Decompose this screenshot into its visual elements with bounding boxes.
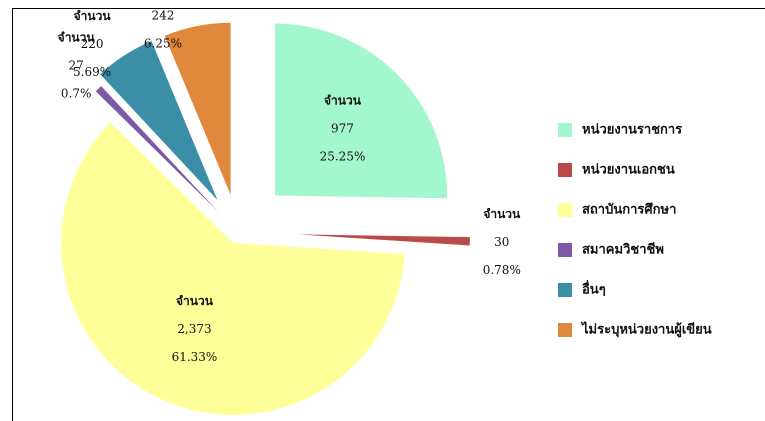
legend-swatch [558,323,572,337]
data-label-percent: 6.25% [144,36,182,50]
legend-label: สมาคมวิชาชีพ [582,242,664,258]
legend-label: อื่นๆ [582,280,606,298]
data-label-value: 977 [331,122,354,136]
legend-swatch [558,123,572,137]
data-label-value: 30 [494,235,509,249]
pie-slice [164,22,231,195]
data-label-title: จำนวน [324,94,362,108]
legend-label: หน่วยงานเอกชน [582,163,675,178]
data-label-percent: 61.33% [172,350,218,364]
data-label-percent: 0.78% [483,263,521,277]
pie-slice [100,41,218,201]
pie: จำนวน 977 25.25% จำนวน 30 0.78% จำนวน 2,373 61.3… [58,8,521,415]
pie-slice [95,86,219,212]
data-label-title: จำนวน [74,9,112,23]
legend-swatch [558,243,572,257]
data-label-percent: 25.25% [320,150,366,164]
data-label-title: จำนวน [58,30,96,44]
data-label-value: 242 [152,8,175,22]
legend-label: ไม่ระบุหน่วยงานผู้เขียน [580,321,712,338]
data-label-value: 220 [81,37,104,51]
legend: หน่วยงานราชการหน่วยงานเอกชนสถาบันการศึกษ… [558,123,712,338]
data-label-value: 27 [68,58,83,72]
legend-label: สถาบันการศึกษา [582,202,676,218]
legend-swatch [558,163,572,177]
data-label-value: 2,373 [177,322,211,336]
data-label-title: จำนวน [176,294,214,308]
data-label-percent: 0.7% [61,86,92,100]
pie-slice [61,122,405,415]
pie-slice [297,234,470,246]
legend-swatch [558,203,572,217]
data-label-percent: 5.69% [73,65,111,79]
data-label-title: จำนวน [483,207,521,221]
legend-label: หน่วยงานราชการ [582,123,682,138]
legend-swatch [558,283,572,297]
pie-slice [275,23,448,199]
